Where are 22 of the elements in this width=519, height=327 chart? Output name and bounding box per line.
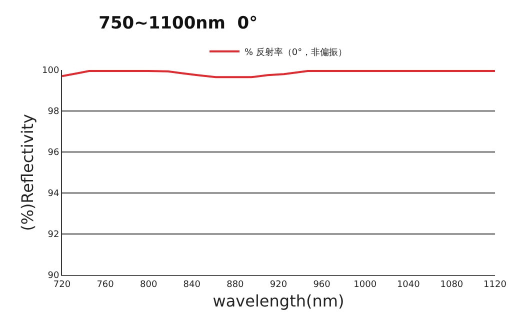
line-series [62,70,495,78]
x-tick-label: 880 [226,280,244,290]
x-tick-label: 720 [53,280,71,290]
y-tick-label: 98 [48,107,60,118]
x-tick-label: 760 [96,280,114,290]
y-tick-label: 100 [42,66,60,76]
y-tick-label: 94 [48,189,60,200]
x-tick-label: 960 [313,280,331,290]
x-tick-label: 1000 [354,280,377,290]
x-tick-label: 1080 [440,280,464,290]
x-tick-label: 800 [140,280,158,290]
x-tick-label: 1040 [396,280,420,290]
x-tick-label: 920 [270,280,288,290]
x-axis-title: wavelength(nm) [212,292,344,310]
y-tick-label: 96 [48,148,60,158]
chart-title: 750~1100nm 0° [98,13,258,34]
y-tick-label: 92 [48,230,60,240]
x-tick-label: 1120 [484,280,507,290]
y-axis-title: (%)Reflectivity [18,114,37,232]
y-tick-label: 90 [48,271,60,282]
x-tick-label: 840 [183,280,201,290]
legend-label: % 反射率（0°，非偏振） [244,46,348,58]
